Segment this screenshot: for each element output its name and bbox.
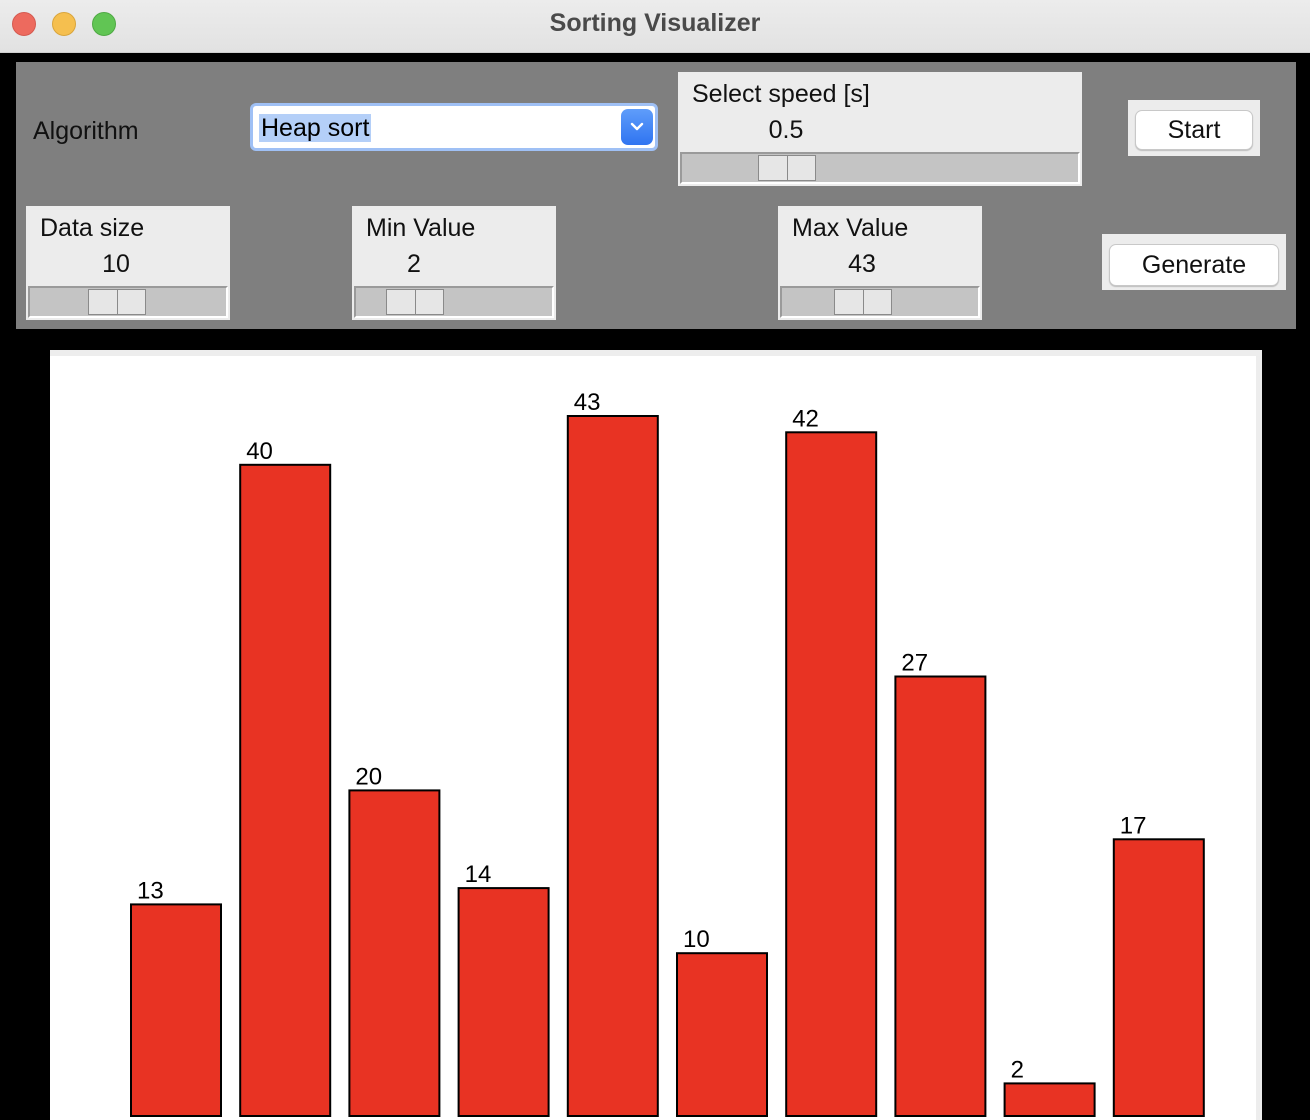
window-title: Sorting Visualizer xyxy=(549,9,761,37)
bar-label-10: 17 xyxy=(1120,812,1147,839)
bar-10 xyxy=(1112,838,1205,1117)
max-value-slider-thumb[interactable] xyxy=(834,289,892,315)
bar-label-2: 40 xyxy=(246,438,273,465)
min-value-value: 2 xyxy=(407,250,421,278)
speed-scale: Select speed [s] 0.5 xyxy=(678,72,1082,186)
speed-slider[interactable] xyxy=(680,152,1080,184)
bar-label-7: 42 xyxy=(792,405,819,432)
max-value-slider[interactable] xyxy=(780,286,980,318)
speed-value: 0.5 xyxy=(768,116,804,144)
max-value-scale: Max Value 43 xyxy=(778,206,982,320)
minimize-window-button[interactable] xyxy=(52,12,76,36)
close-window-button[interactable] xyxy=(12,12,36,36)
data-size-slider-thumb[interactable] xyxy=(88,289,146,315)
speed-slider-thumb[interactable] xyxy=(758,155,816,181)
bar-6 xyxy=(676,952,768,1118)
bar-label-9: 2 xyxy=(1011,1056,1024,1083)
bar-1 xyxy=(130,903,222,1118)
data-size-label: Data size xyxy=(40,214,145,242)
generate-button[interactable]: Generate xyxy=(1109,244,1279,286)
control-panel: Algorithm Select speed [s] 0.5 Start Dat… xyxy=(16,62,1296,329)
bar-label-4: 14 xyxy=(465,861,492,888)
bar-label-6: 10 xyxy=(683,926,710,953)
max-value-value: 43 xyxy=(848,250,876,278)
data-size-value: 10 xyxy=(102,250,130,278)
min-value-label: Min Value xyxy=(366,214,476,242)
bar-label-1: 13 xyxy=(137,877,164,904)
max-value-label: Max Value xyxy=(792,214,909,242)
bar-4 xyxy=(457,887,550,1117)
chevron-down-icon[interactable] xyxy=(621,109,653,145)
bar-label-3: 20 xyxy=(355,763,382,790)
generate-button-frame: Generate xyxy=(1102,234,1286,290)
bar-chart: 13 40 20 14 43 10 42 27 2 17 xyxy=(130,389,1205,1118)
bar-5 xyxy=(566,415,659,1117)
bar-chart-canvas: 13 40 20 14 43 10 42 27 2 17 xyxy=(50,350,1262,1120)
algorithm-select[interactable]: Heap sort xyxy=(250,103,658,151)
start-button[interactable]: Start xyxy=(1135,110,1253,150)
bar-label-5: 43 xyxy=(574,389,601,416)
min-value-scale: Min Value 2 xyxy=(352,206,556,320)
algorithm-select-value: Heap sort xyxy=(259,114,372,142)
bar-7 xyxy=(785,431,878,1118)
min-value-slider-thumb[interactable] xyxy=(386,289,444,315)
algorithm-label: Algorithm xyxy=(33,117,139,145)
title-bar: Sorting Visualizer xyxy=(0,0,1310,53)
bar-2 xyxy=(239,463,332,1118)
bar-label-8: 27 xyxy=(901,650,928,677)
speed-label: Select speed [s] xyxy=(692,80,870,108)
min-value-slider[interactable] xyxy=(354,286,554,318)
maximize-window-button[interactable] xyxy=(92,12,116,36)
bar-8 xyxy=(894,675,987,1117)
data-size-scale: Data size 10 xyxy=(26,206,230,320)
bar-3 xyxy=(348,789,441,1117)
bar-9 xyxy=(1003,1082,1096,1118)
start-button-frame: Start xyxy=(1128,100,1260,156)
data-size-slider[interactable] xyxy=(28,286,228,318)
